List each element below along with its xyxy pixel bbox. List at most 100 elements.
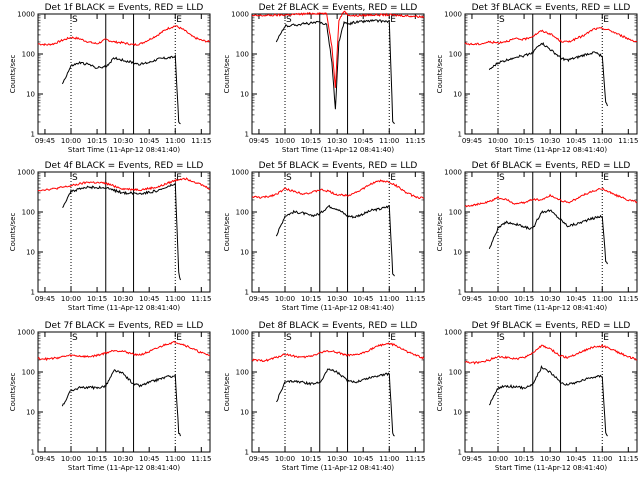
x-tick-label: 10:00: [488, 137, 508, 145]
marker-s: S: [499, 173, 505, 183]
x-axis-label: Start Time (11-Apr-12 08:41:40): [282, 304, 394, 312]
panel-5: Det 5f BLACK = Events, RED = LLD 1 10 100 10…: [223, 161, 425, 312]
y-tick-label: 10: [453, 91, 462, 99]
y-tick-label: 10: [26, 91, 35, 99]
x-tick-label: 09:45: [462, 137, 482, 145]
x-tick-label: 11:00: [165, 137, 185, 145]
plot-frame: [464, 13, 638, 135]
x-tick-label: 10:00: [61, 137, 81, 145]
x-tick-label: 10:00: [488, 295, 508, 303]
marker-e: E: [176, 15, 182, 25]
y-tick-label: 100: [22, 209, 35, 217]
y-axis-label: Counts/sec: [223, 213, 231, 252]
x-tick-label: 10:15: [514, 455, 534, 463]
x-tick-label: 10:15: [87, 455, 107, 463]
y-tick-label: 10: [240, 249, 249, 257]
x-tick-label: 11:00: [165, 455, 185, 463]
series-lld-line: [37, 25, 211, 47]
series-events-line: [275, 368, 395, 437]
series-events-line: [488, 209, 608, 265]
marker-s: S: [286, 173, 292, 183]
plot-frame: [251, 13, 425, 135]
y-axis-label: Counts/sec: [436, 213, 444, 252]
x-tick-label: 10:45: [353, 137, 373, 145]
panel-8: Det 8f BLACK = Events, RED = LLD 1 10 100 10…: [223, 321, 425, 472]
x-tick-label: 11:00: [592, 455, 612, 463]
plot-frame: [251, 331, 425, 453]
marker-e: E: [390, 333, 396, 343]
y-tick-label: 10: [240, 409, 249, 417]
x-tick-label: 10:30: [327, 295, 347, 303]
x-tick-label: 11:00: [379, 137, 399, 145]
series-events-line: [488, 365, 608, 437]
x-tick-label: 09:45: [35, 137, 55, 145]
series-lld-line: [251, 10, 425, 88]
y-tick-label: 10: [26, 249, 35, 257]
x-tick-label: 11:00: [592, 295, 612, 303]
x-tick-label: 10:30: [113, 455, 133, 463]
x-tick-label: 10:15: [514, 295, 534, 303]
y-tick-label: 100: [236, 51, 249, 59]
y-tick-label: 10: [26, 409, 35, 417]
y-tick-label: 1000: [17, 11, 35, 19]
marker-s: S: [286, 15, 292, 25]
y-tick-label: 100: [449, 51, 462, 59]
x-tick-label: 11:15: [191, 137, 211, 145]
x-tick-label: 11:00: [379, 295, 399, 303]
x-tick-label: 10:45: [353, 295, 373, 303]
y-tick-label: 1000: [17, 169, 35, 177]
marker-s: S: [286, 333, 292, 343]
x-axis-label: Start Time (11-Apr-12 08:41:40): [282, 146, 394, 154]
x-tick-label: 10:15: [87, 137, 107, 145]
marker-s: S: [72, 15, 78, 25]
x-tick-label: 11:15: [405, 455, 425, 463]
x-axis-label: Start Time (11-Apr-12 08:41:40): [495, 146, 607, 154]
plot-frame: [464, 171, 638, 293]
x-tick-label: 10:45: [566, 295, 586, 303]
y-tick-label: 10: [453, 249, 462, 257]
panel-title: Det 5f BLACK = Events, RED = LLD: [259, 161, 418, 171]
x-tick-label: 10:15: [301, 137, 321, 145]
plot-frame: [37, 171, 211, 293]
x-tick-label: 10:00: [275, 137, 295, 145]
x-axis-label: Start Time (11-Apr-12 08:41:40): [495, 464, 607, 472]
y-tick-label: 10: [453, 409, 462, 417]
y-tick-label: 10: [240, 91, 249, 99]
x-axis-label: Start Time (11-Apr-12 08:41:40): [68, 304, 180, 312]
series-lld-line: [464, 187, 638, 208]
y-axis-label: Counts/sec: [9, 55, 17, 94]
y-tick-label: 1000: [231, 329, 249, 337]
panel-7: Det 7f BLACK = Events, RED = LLD 1 10 100 10…: [9, 321, 211, 472]
x-tick-label: 09:45: [249, 295, 269, 303]
x-tick-label: 11:15: [191, 295, 211, 303]
series-events-line: [61, 369, 181, 437]
series-events-line: [275, 204, 395, 277]
x-tick-label: 09:45: [462, 295, 482, 303]
x-tick-label: 10:45: [566, 137, 586, 145]
series-lld-line: [251, 179, 425, 200]
series-lld-line: [464, 26, 638, 46]
marker-s: S: [72, 173, 78, 183]
panel-2: Det 2f BLACK = Events, RED = LLD 1 10 100 10…: [223, 3, 425, 154]
x-tick-label: 10:00: [488, 455, 508, 463]
panel-3: Det 3f BLACK = Events, RED = LLD 1 10 100 10…: [436, 3, 638, 154]
x-tick-label: 10:30: [113, 295, 133, 303]
series-lld-line: [37, 177, 211, 192]
x-tick-label: 11:15: [618, 137, 638, 145]
panel-title: Det 4f BLACK = Events, RED = LLD: [45, 161, 204, 171]
x-tick-label: 11:00: [165, 295, 185, 303]
plot-frame: [251, 171, 425, 293]
x-tick-label: 09:45: [35, 295, 55, 303]
x-tick-label: 10:00: [61, 295, 81, 303]
x-tick-label: 10:45: [139, 295, 159, 303]
x-tick-label: 11:00: [592, 137, 612, 145]
marker-s: S: [499, 333, 505, 343]
x-tick-label: 10:30: [327, 137, 347, 145]
x-tick-label: 11:15: [405, 137, 425, 145]
x-tick-label: 10:30: [540, 455, 560, 463]
marker-e: E: [603, 333, 609, 343]
series-events-line: [62, 181, 181, 281]
x-tick-label: 10:00: [275, 295, 295, 303]
x-tick-label: 11:00: [379, 455, 399, 463]
marker-e: E: [390, 173, 396, 183]
